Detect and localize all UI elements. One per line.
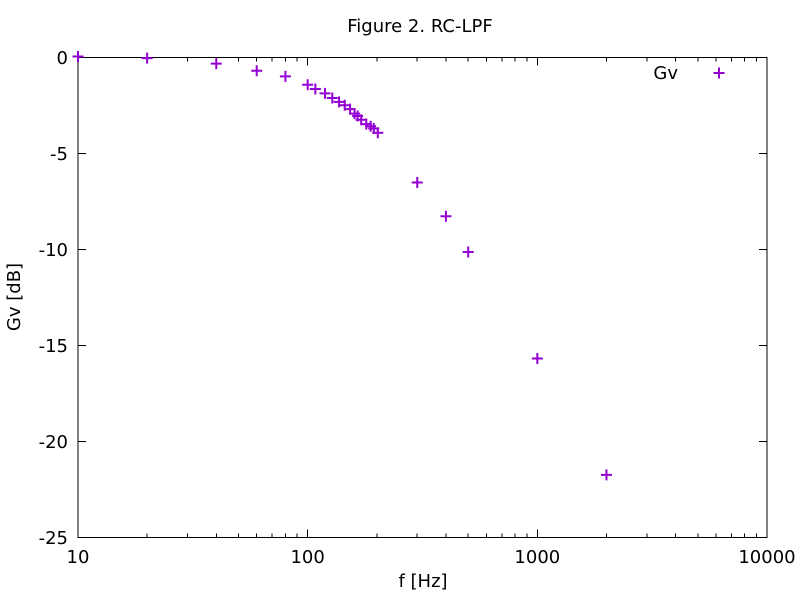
data-point-plus-icon	[713, 67, 725, 79]
chart-title: Figure 2. RC-LPF	[347, 16, 493, 37]
axes	[77, 57, 768, 538]
data-point-plus-icon	[302, 79, 314, 91]
x-tick-label: 100	[290, 547, 324, 568]
data-point-plus-icon	[372, 127, 384, 139]
x-tick-label: 10000	[738, 547, 795, 568]
data-point-plus-icon	[319, 87, 331, 99]
data-points	[72, 51, 612, 481]
data-point-plus-icon	[333, 96, 345, 108]
y-tick-label: -5	[50, 144, 68, 165]
legend-marker-plus-icon	[713, 67, 725, 79]
data-point-plus-icon	[72, 51, 84, 63]
y-tick-label: -10	[39, 240, 68, 261]
data-point-plus-icon	[326, 92, 338, 104]
y-tick-label: -15	[39, 336, 68, 357]
x-axis-label: f [Hz]	[398, 571, 447, 592]
y-tick-label: 0	[57, 48, 68, 69]
y-tick-label: -20	[39, 432, 68, 453]
plot-border	[77, 57, 768, 538]
data-point-plus-icon	[141, 52, 153, 64]
data-point-plus-icon	[251, 65, 263, 77]
x-tick-label: 1000	[514, 547, 560, 568]
data-point-plus-icon	[210, 58, 222, 70]
x-tick-label: 10	[67, 547, 90, 568]
tick-labels: 10 100 1000 10000 0 -5 -10 -15 -20 -25	[39, 48, 796, 568]
legend: Gv	[653, 63, 725, 84]
y-axis-label: Gv [dB]	[4, 263, 25, 331]
data-point-plus-icon	[440, 210, 452, 222]
data-point-plus-icon	[411, 176, 423, 188]
data-point-plus-icon	[531, 353, 543, 365]
data-point-plus-icon	[462, 246, 474, 258]
data-point-plus-icon	[309, 83, 321, 95]
legend-label: Gv	[653, 63, 678, 84]
data-point-plus-icon	[600, 469, 612, 481]
y-tick-label: -25	[39, 528, 68, 549]
data-point-plus-icon	[279, 70, 291, 82]
